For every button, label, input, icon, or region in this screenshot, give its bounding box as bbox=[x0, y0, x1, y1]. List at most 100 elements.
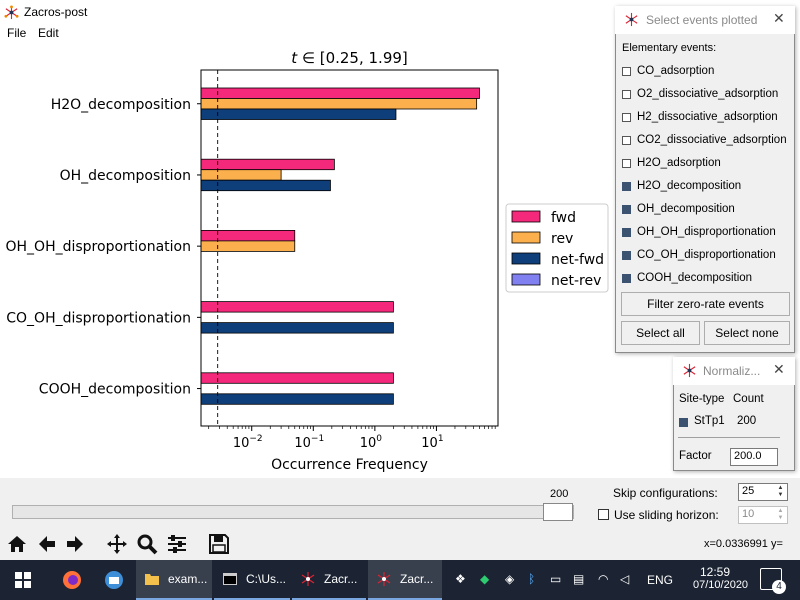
event-label: CO2_dissociative_adsorption bbox=[637, 134, 787, 146]
event-row[interactable]: H2O_decomposition bbox=[622, 177, 741, 195]
plot-frame bbox=[200, 69, 499, 427]
event-row[interactable]: H2_dissociative_adsorption bbox=[622, 108, 778, 126]
volume-icon[interactable]: ◁ bbox=[620, 572, 630, 586]
bar-fwd bbox=[200, 229, 296, 242]
dropbox-icon[interactable]: ❖ bbox=[455, 572, 466, 586]
close-icon[interactable]: ✕ bbox=[773, 10, 785, 26]
event-checkbox[interactable] bbox=[622, 66, 631, 76]
back-icon bbox=[39, 536, 55, 552]
dialog-titlebar bbox=[673, 357, 795, 385]
notifications-button[interactable]: 4 bbox=[760, 568, 786, 594]
forward-button[interactable] bbox=[62, 531, 88, 557]
home-button[interactable] bbox=[4, 531, 30, 557]
shield-icon[interactable]: ◆ bbox=[480, 572, 490, 586]
sliding-horizon-label: Use sliding horizon: bbox=[614, 508, 719, 522]
spin-arrows-icon[interactable]: ▲ ▼ bbox=[777, 508, 784, 521]
chart-canvas[interactable]: t ∈ [0.25, 1.99] H2O_decomposition OH_deco… bbox=[0, 42, 615, 478]
event-checkbox[interactable] bbox=[622, 227, 631, 237]
taskbar-terminal[interactable]: C:\Us... bbox=[214, 560, 290, 600]
spin-arrows-icon[interactable]: ▲ ▼ bbox=[777, 485, 784, 498]
configuration-slider[interactable] bbox=[12, 505, 574, 519]
taskbar-label: exam... bbox=[168, 572, 208, 586]
taskbar-firefox[interactable] bbox=[54, 560, 90, 600]
keyboard-icon[interactable]: ▤ bbox=[573, 572, 585, 586]
events-subtitle: Elementary events: bbox=[622, 42, 717, 54]
taskbar-label: Zacr... bbox=[400, 572, 434, 586]
event-row[interactable]: O2_dissociative_adsorption bbox=[622, 85, 778, 103]
event-checkbox[interactable] bbox=[622, 112, 631, 122]
event-checkbox[interactable] bbox=[622, 204, 631, 214]
sliding-horizon-checkbox[interactable] bbox=[598, 509, 609, 520]
bar-fwd bbox=[200, 158, 335, 171]
taskbar-zacros-2[interactable]: Zacr... bbox=[368, 560, 442, 600]
x-tick-label: 10−2 bbox=[233, 434, 263, 451]
bar-rev bbox=[200, 240, 296, 252]
category-label: OH_decomposition bbox=[60, 168, 191, 184]
event-label: OH_OH_disproportionation bbox=[637, 226, 776, 238]
event-row[interactable]: CO_OH_disproportionation bbox=[622, 246, 776, 264]
wifi-icon[interactable]: ◠ bbox=[598, 572, 609, 586]
event-checkbox[interactable] bbox=[622, 181, 631, 191]
security-icon[interactable]: ◈ bbox=[505, 572, 515, 586]
close-icon[interactable]: ✕ bbox=[773, 361, 785, 377]
bar-net-fwd bbox=[200, 108, 397, 120]
sliding-horizon-input[interactable]: 10 ▲ ▼ bbox=[738, 506, 788, 524]
controls-panel bbox=[0, 478, 800, 560]
factor-input[interactable]: 200.0 bbox=[730, 448, 778, 466]
event-row[interactable]: CO_adsorption bbox=[622, 62, 714, 80]
back-button[interactable] bbox=[34, 531, 60, 557]
select-none-button[interactable]: Select none bbox=[704, 321, 790, 345]
event-row[interactable]: COOH_decomposition bbox=[622, 269, 752, 287]
site-checkbox[interactable] bbox=[679, 418, 688, 427]
display-icon[interactable]: ▭ bbox=[550, 572, 562, 586]
menu-edit[interactable]: Edit bbox=[38, 26, 59, 40]
clock[interactable]: 12:59 07/10/2020 bbox=[693, 565, 748, 591]
category-label: OH_OH_disproportionation bbox=[6, 239, 192, 255]
skip-value: 25 bbox=[742, 485, 755, 497]
home-icon bbox=[8, 536, 26, 552]
event-checkbox[interactable] bbox=[622, 135, 631, 145]
window-title: Zacros-post bbox=[24, 5, 88, 19]
thunderbird-icon bbox=[105, 571, 123, 589]
save-button[interactable] bbox=[206, 531, 232, 557]
category-label: CO_OH_disproportionation bbox=[6, 310, 191, 326]
event-row[interactable]: H2O_adsorption bbox=[622, 154, 721, 172]
forward-icon bbox=[67, 536, 83, 552]
legend-swatch bbox=[511, 252, 541, 265]
select-all-button[interactable]: Select all bbox=[621, 321, 700, 345]
legend-label: rev bbox=[551, 231, 573, 247]
event-checkbox[interactable] bbox=[622, 273, 631, 283]
event-checkbox[interactable] bbox=[622, 89, 631, 99]
terminal-icon bbox=[223, 573, 237, 585]
taskbar-thunderbird[interactable] bbox=[96, 560, 132, 600]
category-label: H2O_decomposition bbox=[51, 97, 191, 113]
skip-configurations-input[interactable]: 25 ▲ ▼ bbox=[738, 483, 788, 501]
clock-time: 12:59 bbox=[699, 565, 731, 579]
x-tick-label: 10−1 bbox=[294, 434, 324, 451]
bar-net-fwd bbox=[200, 322, 394, 334]
bar-net-fwd bbox=[200, 179, 331, 192]
filter-zero-rate-button[interactable]: Filter zero-rate events bbox=[621, 292, 790, 316]
app-logo-icon bbox=[4, 5, 19, 20]
language-indicator[interactable]: ENG bbox=[647, 573, 674, 587]
event-row[interactable]: CO2_dissociative_adsorption bbox=[622, 131, 787, 149]
chart-title: t ∈ [0.25, 1.99] bbox=[291, 49, 408, 67]
slider-max-label: 200 bbox=[550, 488, 569, 500]
event-label: H2_dissociative_adsorption bbox=[637, 111, 778, 123]
event-checkbox[interactable] bbox=[622, 250, 631, 260]
event-row[interactable]: OH_decomposition bbox=[622, 200, 735, 218]
legend-swatch bbox=[511, 210, 541, 223]
taskbar-explorer[interactable]: exam... bbox=[136, 560, 212, 600]
zoom-button[interactable] bbox=[134, 531, 160, 557]
event-row[interactable]: OH_OH_disproportionation bbox=[622, 223, 776, 241]
event-checkbox[interactable] bbox=[622, 158, 631, 168]
taskbar-zacros-1[interactable]: Zacr... bbox=[292, 560, 366, 600]
start-button[interactable] bbox=[0, 560, 46, 600]
pan-button[interactable] bbox=[104, 531, 130, 557]
slider-thumb[interactable] bbox=[543, 503, 573, 521]
menu-file[interactable]: File bbox=[7, 26, 27, 40]
legend-swatch bbox=[511, 231, 541, 244]
configure-button[interactable] bbox=[164, 531, 190, 557]
legend-label: net-rev bbox=[551, 273, 601, 289]
bluetooth-icon[interactable]: ᛒ bbox=[528, 572, 536, 586]
